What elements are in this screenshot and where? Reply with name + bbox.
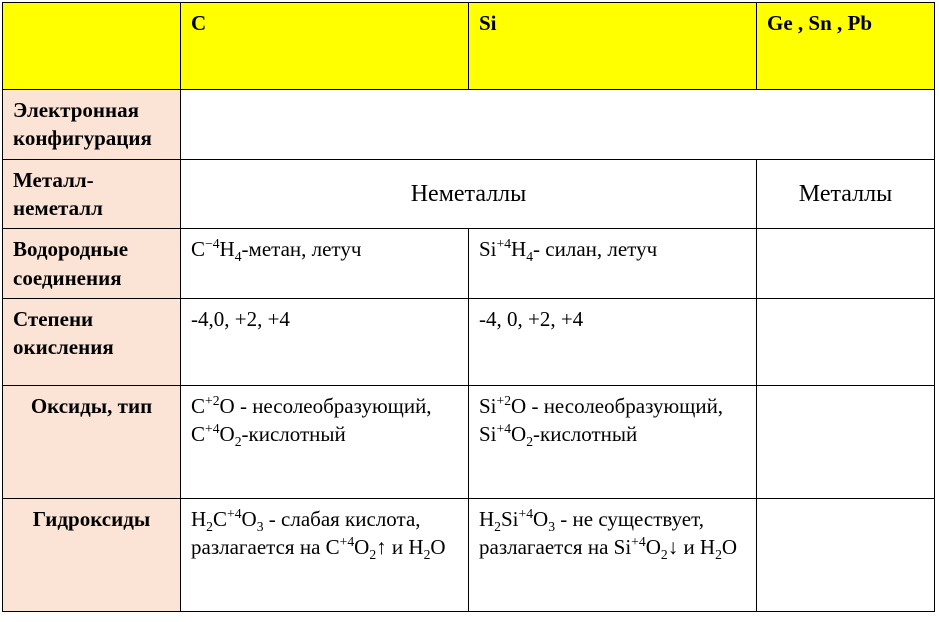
header-si: Si [469,3,757,90]
cell-hydrox-c: H2C+4O3 - слабая кислота, разлагается на… [181,499,469,612]
cell-hydrox-others [757,499,935,612]
chemistry-table: C Si Ge , Sn , Pb Электронная конфигурац… [2,2,935,612]
cell-oxstate-others [757,299,935,386]
cell-oxides-others [757,386,935,499]
label-oxides: Оксиды, тип [3,386,181,499]
label-metal: Металл- неметалл [3,159,181,229]
row-metal: Металл- неметалл Неметаллы Металлы [3,159,935,229]
label-hydrogen: Водородные соединения [3,229,181,299]
row-oxides: Оксиды, тип C+2O - несолеобразующий, C+4… [3,386,935,499]
row-hydrox: Гидроксиды H2C+4O3 - слабая кислота, раз… [3,499,935,612]
cell-hydrogen-si: Si+4H4- силан, летуч [469,229,757,299]
cell-hydrogen-others [757,229,935,299]
cell-hydrox-si: H2Si+4O3 - не существует, разлагается на… [469,499,757,612]
header-blank [3,3,181,90]
row-hydrogen: Водородные соединения C−4H4-метан, летуч… [3,229,935,299]
label-econf: Электронная конфигурация [3,90,181,160]
cell-econf-merged [181,90,935,160]
cell-oxstate-si: -4, 0, +2, +4 [469,299,757,386]
table-header-row: C Si Ge , Sn , Pb [3,3,935,90]
cell-oxstate-c: -4,0, +2, +4 [181,299,469,386]
header-others: Ge , Sn , Pb [757,3,935,90]
row-oxstate: Степени окисления -4,0, +2, +4 -4, 0, +2… [3,299,935,386]
header-c: C [181,3,469,90]
cell-metals: Металлы [757,159,935,229]
row-econf: Электронная конфигурация [3,90,935,160]
label-hydrox: Гидроксиды [3,499,181,612]
cell-oxides-c: C+2O - несолеобразующий, C+4O2-кислотный [181,386,469,499]
cell-hydrogen-c: C−4H4-метан, летуч [181,229,469,299]
label-oxstate: Степени окисления [3,299,181,386]
cell-oxides-si: Si+2O - несолеобразующий, Si+4O2-кислотн… [469,386,757,499]
cell-nonmetals: Неметаллы [181,159,757,229]
